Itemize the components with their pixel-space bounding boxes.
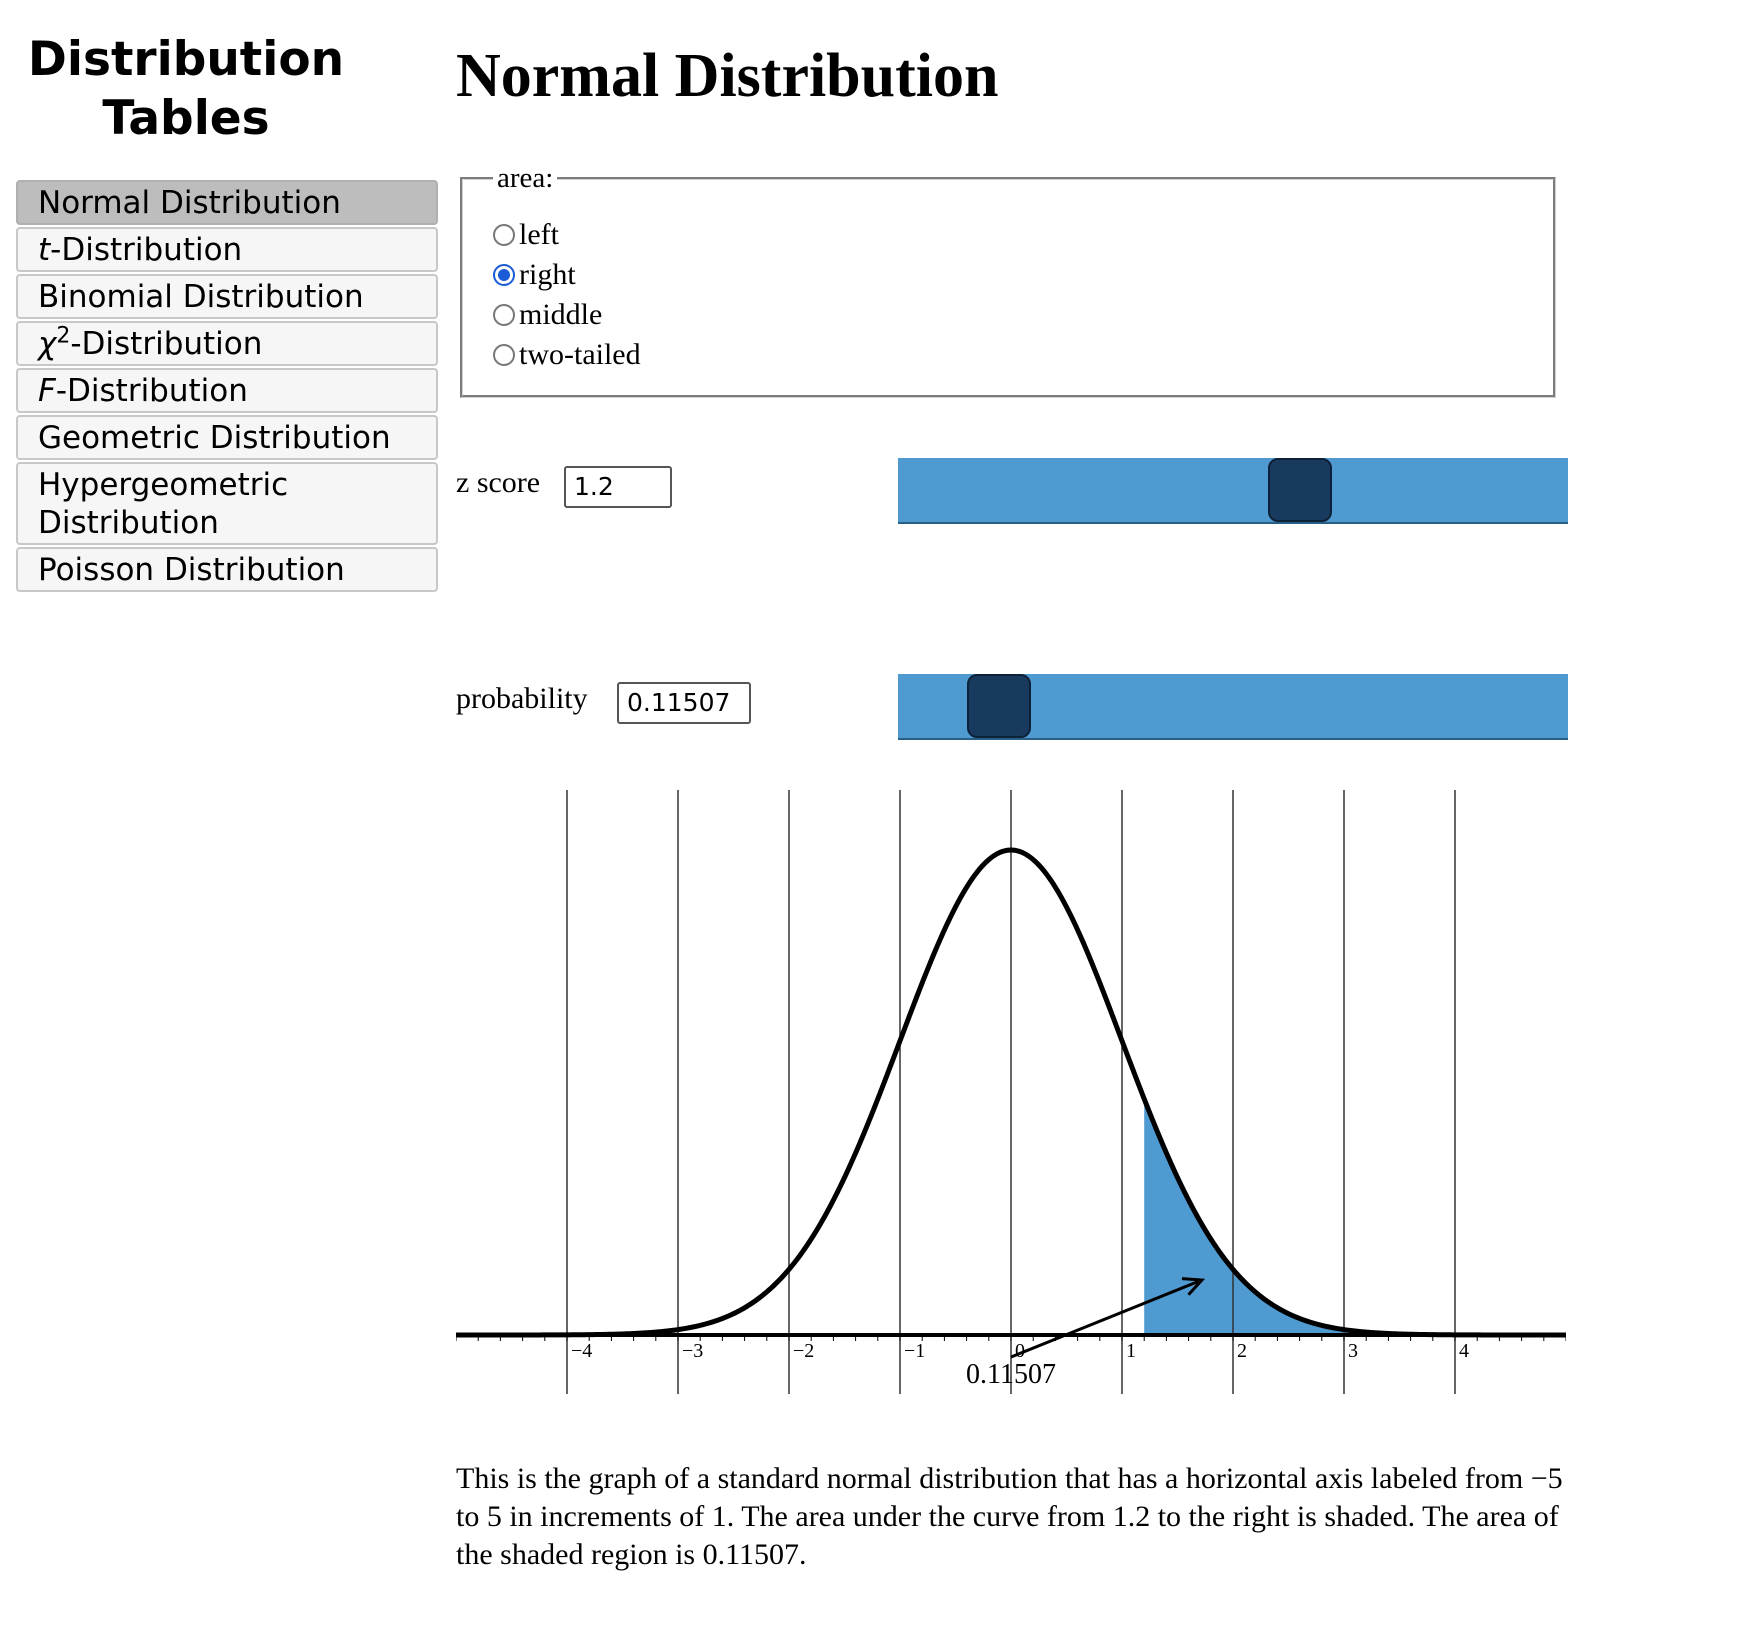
z-score-label: z score	[456, 466, 541, 499]
nav-item-superscript: 2	[56, 323, 71, 349]
area-options: area: left right middle two-tailed	[460, 162, 1556, 398]
nav-item-f-distribution[interactable]: F-Distribution	[16, 368, 438, 413]
z-score-input[interactable]: 1.2	[564, 466, 672, 508]
shaded-area	[1144, 1098, 1566, 1335]
radio-left-label: left	[519, 218, 559, 251]
x-tick-label: 2	[1237, 1340, 1247, 1362]
nav-item-prefix: F	[38, 373, 56, 409]
x-tick-label: 4	[1459, 1340, 1469, 1362]
nav-item-binomial-distribution[interactable]: Binomial Distribution	[16, 274, 438, 319]
radio-middle[interactable]: middle	[493, 295, 1553, 335]
distribution-nav: Normal Distribution t-Distribution Binom…	[16, 180, 438, 592]
radio-left[interactable]: left	[493, 215, 1553, 255]
graph-description: This is the graph of a standard normal d…	[456, 1462, 1563, 1571]
nav-item-label: Poisson Distribution	[38, 552, 345, 588]
nav-item-label: Normal Distribution	[38, 185, 341, 221]
x-tick-label: 0	[1015, 1340, 1025, 1362]
radio-right-label: right	[519, 258, 576, 291]
radio-two-tailed-label: two-tailed	[519, 338, 641, 371]
area-value-label: 0.11507	[966, 1359, 1056, 1390]
z-score-slider[interactable]	[898, 458, 1568, 524]
nav-item-label: Hypergeometric Distribution	[38, 467, 289, 541]
nav-item-label: -Distribution	[50, 232, 243, 268]
nav-item-prefix: χ	[38, 326, 57, 362]
x-tick-label: 1	[1126, 1340, 1136, 1362]
radio-middle-circle[interactable]	[493, 304, 515, 326]
area-legend: area:	[497, 162, 554, 194]
nav-item-label: Binomial Distribution	[38, 279, 364, 315]
nav-item-t-distribution[interactable]: t-Distribution	[16, 227, 438, 272]
nav-item-label: Geometric Distribution	[38, 420, 391, 456]
density-curve	[456, 847, 1566, 1338]
radio-right-circle[interactable]	[493, 264, 515, 286]
radio-middle-label: middle	[519, 298, 603, 331]
arrow-head	[1181, 1277, 1206, 1296]
nav-item-geometric-distribution[interactable]: Geometric Distribution	[16, 415, 438, 460]
area-arrow	[1010, 1278, 1203, 1359]
probability-slider[interactable]	[898, 674, 1568, 740]
x-tick-label: −1	[904, 1340, 925, 1362]
x-tick-label: −2	[793, 1340, 814, 1362]
x-tick-label: −3	[682, 1340, 703, 1362]
radio-two-tailed[interactable]: two-tailed	[493, 335, 1553, 375]
nav-item-poisson-distribution[interactable]: Poisson Distribution	[16, 547, 438, 592]
sidebar: Distribution Tables Normal Distribution …	[16, 30, 438, 594]
nav-item-chi-square-distribution[interactable]: χ2-Distribution	[16, 321, 438, 366]
nav-item-prefix: t	[38, 232, 51, 268]
radio-right[interactable]: right	[493, 255, 1553, 295]
nav-item-label: -Distribution	[55, 373, 248, 409]
nav-item-hypergeometric-distribution[interactable]: Hypergeometric Distribution	[16, 462, 438, 545]
x-tick-label: −4	[571, 1340, 592, 1362]
radio-left-circle[interactable]	[493, 224, 515, 246]
radio-two-tailed-circle[interactable]	[493, 344, 515, 366]
normal-distribution-graph: −4 −3 −2 −1 0 1 2 3 4 0.11507	[456, 790, 1566, 1394]
sidebar-title: Distribution Tables	[27, 32, 345, 146]
probability-slider-handle[interactable]	[966, 674, 1031, 738]
probability-label: probability	[456, 682, 588, 715]
nav-item-label: -Distribution	[70, 326, 263, 362]
probability-input[interactable]: 0.11507	[617, 682, 751, 724]
nav-item-normal-distribution[interactable]: Normal Distribution	[16, 180, 438, 225]
page-title: Normal Distribution	[456, 42, 999, 110]
x-tick-label: 3	[1348, 1340, 1358, 1362]
z-score-slider-handle[interactable]	[1268, 458, 1332, 522]
